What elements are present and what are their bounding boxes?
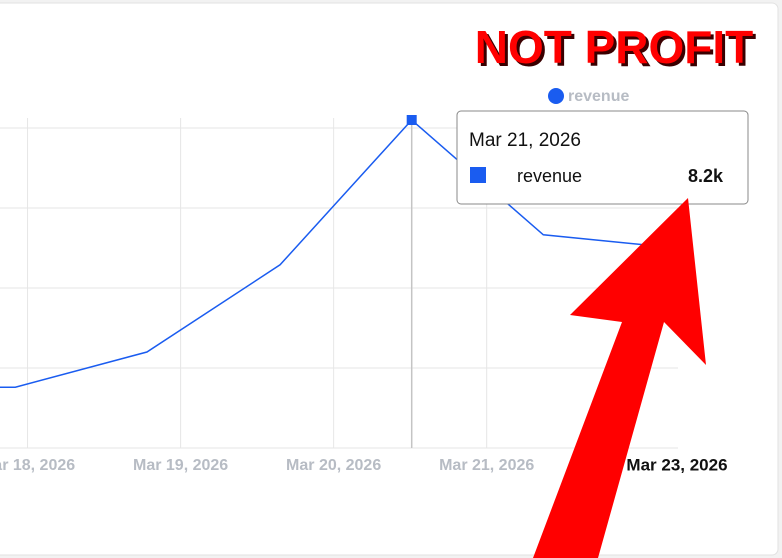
x-tick-label: Mar 19, 2026 xyxy=(133,457,228,474)
tooltip-series: revenue xyxy=(517,166,582,186)
legend-marker xyxy=(548,88,564,104)
x-tick-label: Mar 18, 2026 xyxy=(0,457,75,474)
tooltip-title: Mar 21, 2026 xyxy=(469,130,581,151)
x-tick-label: Mar 20, 2026 xyxy=(286,457,381,474)
annotation-shadow: NOT PROFIT xyxy=(478,24,757,76)
annotation: Mar 23, 2026 xyxy=(626,455,727,474)
tooltip xyxy=(456,110,749,205)
annotation-arrow xyxy=(533,198,706,558)
tooltip-swatch xyxy=(470,167,486,183)
annotation: NOT PROFIT xyxy=(475,21,754,73)
line xyxy=(0,118,677,389)
legend-label: revenue xyxy=(568,88,629,105)
x-tick-label: Mar 21, 2026 xyxy=(439,457,534,474)
point-marker xyxy=(406,115,417,125)
tooltip-value: 8.2k xyxy=(688,166,724,186)
